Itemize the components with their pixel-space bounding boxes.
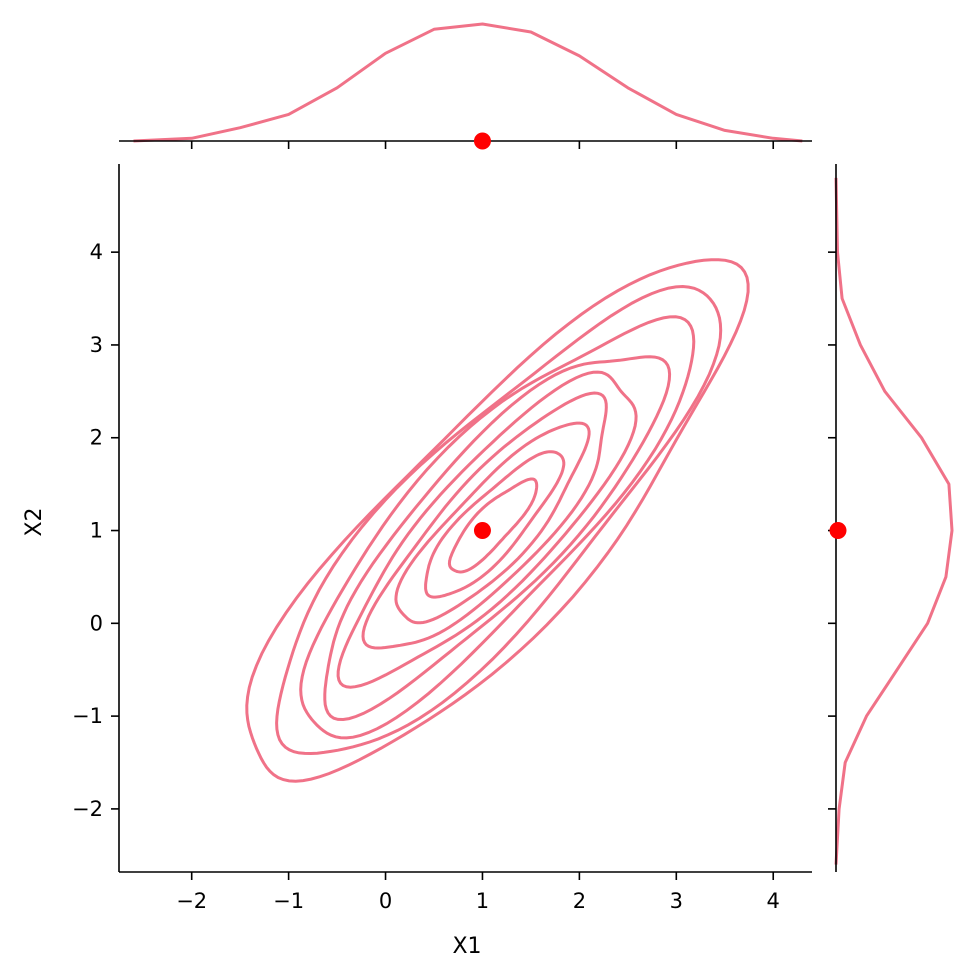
x-tick-label: −2 [176,889,207,913]
kde-contour-level-1 [245,258,750,783]
kde-contour-level-5 [336,370,638,689]
y-tick-label: 3 [90,333,103,357]
kde-contour-level-2 [275,284,723,756]
highlight-point-main [473,522,491,540]
kde-contour-level-9 [447,477,539,574]
y-tick-label: 1 [90,519,103,543]
kde-contour-level-7 [394,421,591,625]
y-tick-label: 0 [90,611,103,635]
y-tick-label: −1 [72,704,103,728]
highlight-point-marginal-x [473,132,491,150]
x-tick-label: −1 [273,889,304,913]
marginal-y-kde [834,177,954,865]
kde-contours [245,258,750,783]
x-tick-label: 2 [573,889,586,913]
x-tick-label: 1 [476,889,489,913]
marginal-x-density-line [133,22,803,143]
y-axis-label: X2 [22,507,47,536]
x-tick-label: 3 [670,889,683,913]
x-tick-label: 4 [767,889,780,913]
highlight-point-marginal-y [829,522,847,540]
y-tick-label: 2 [90,426,103,450]
x-tick-label: 0 [379,889,392,913]
highlight-points [473,132,847,540]
x-axis-label: X1 [452,934,481,959]
marginal-x-kde [133,22,803,143]
kde-contour-level-6 [361,391,608,650]
kde-contour-level-4 [323,355,672,722]
y-tick-label: 4 [90,240,103,264]
axes-spines [118,140,837,873]
kde-contour-level-3 [299,315,696,740]
axis-ticks: −2 −1 0 1 2 3 4 −2 −1 0 1 2 3 4 [72,141,836,913]
kde-contour-level-8 [424,450,566,599]
marginal-y-density-line [834,177,954,865]
y-tick-label: −2 [72,797,103,821]
